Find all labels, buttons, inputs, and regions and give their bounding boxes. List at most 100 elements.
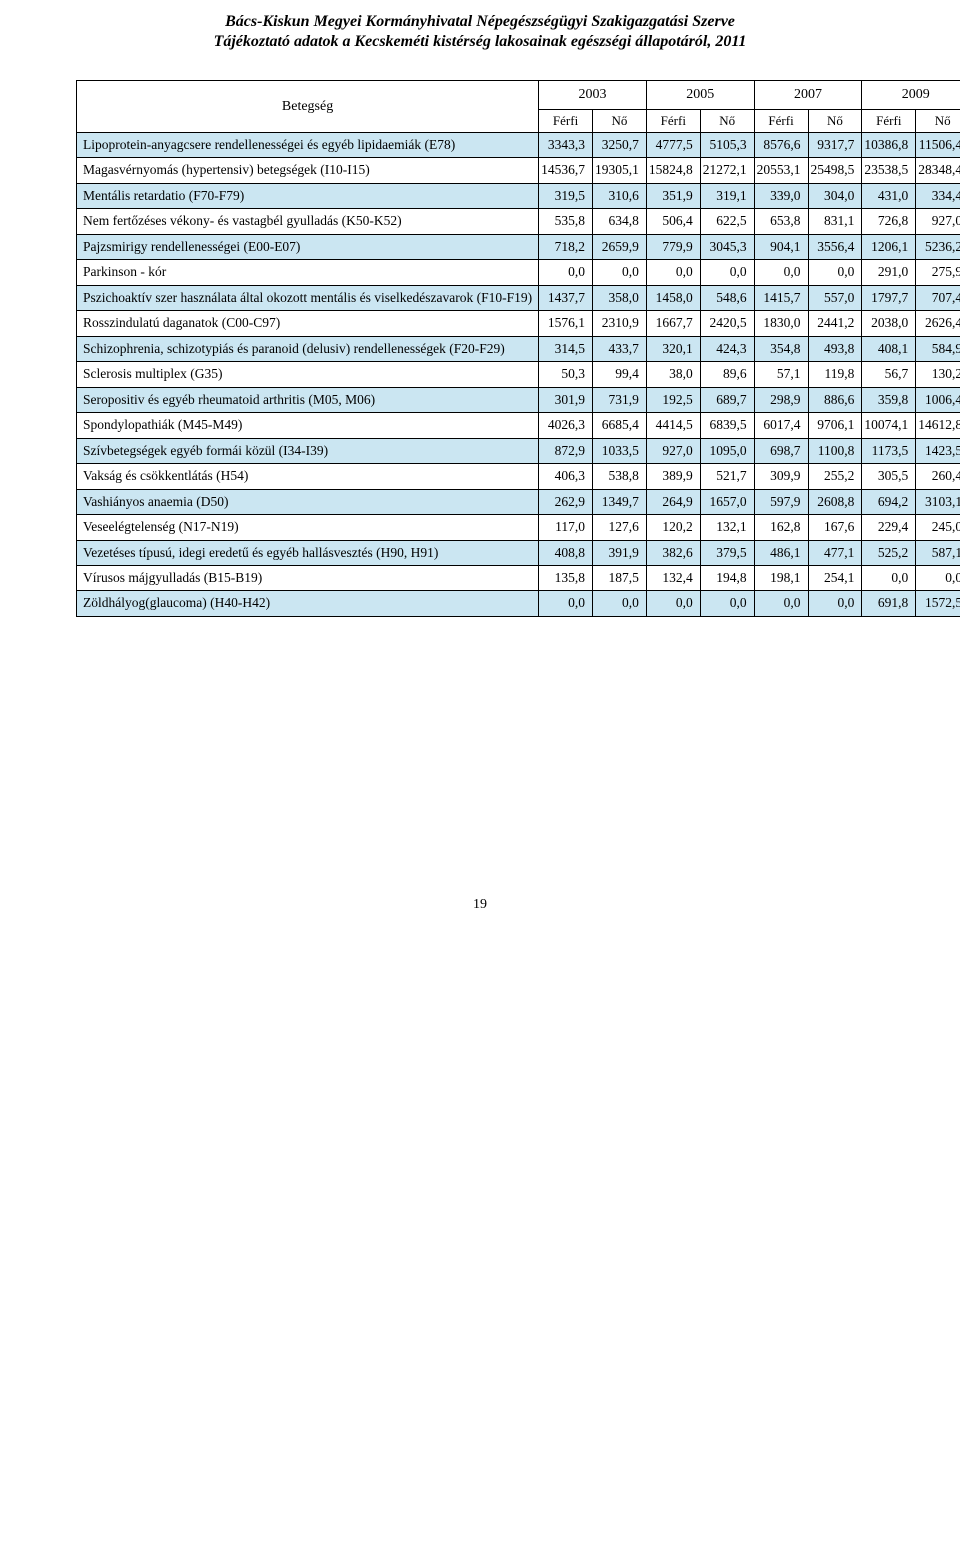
cell-value: 424,3 [700,336,754,361]
cell-value: 538,8 [593,464,647,489]
col-year: 2007 [754,81,862,110]
cell-value: 5236,2 [916,234,960,259]
cell-value: 389,9 [646,464,700,489]
cell-value: 309,9 [754,464,808,489]
cell-value: 634,8 [593,209,647,234]
table-row: Pszichoaktív szer használata által okozo… [77,285,960,310]
col-sub: Nő [808,110,862,133]
table-head-row-years: Betegség 2003 2005 2007 2009 2011 [77,81,960,110]
cell-value: 3103,1 [916,489,960,514]
row-header-label: Betegség [77,81,539,133]
row-label: Szívbetegségek egyéb formái közül (I34-I… [77,438,539,463]
cell-value: 431,0 [862,183,916,208]
cell-value: 14536,7 [539,158,593,183]
row-label: Spondylopathiák (M45-M49) [77,413,539,438]
cell-value: 3556,4 [808,234,862,259]
col-sub: Férfi [754,110,808,133]
cell-value: 310,6 [593,183,647,208]
cell-value: 11506,4 [916,133,960,158]
cell-value: 1830,0 [754,311,808,336]
cell-value: 1206,1 [862,234,916,259]
cell-value: 9317,7 [808,133,862,158]
cell-value: 50,3 [539,362,593,387]
cell-value: 779,9 [646,234,700,259]
page-header: Bács-Kiskun Megyei Kormányhivatal Népegé… [76,12,884,52]
cell-value: 14612,8 [916,413,960,438]
cell-value: 731,9 [593,387,647,412]
cell-value: 0,0 [646,591,700,616]
cell-value: 351,9 [646,183,700,208]
row-label: Vezetéses típusú, idegi eredetű és egyéb… [77,540,539,565]
col-year: 2003 [539,81,647,110]
cell-value: 319,5 [539,183,593,208]
cell-value: 872,9 [539,438,593,463]
cell-value: 1576,1 [539,311,593,336]
cell-value: 597,9 [754,489,808,514]
col-sub: Férfi [862,110,916,133]
row-label: Pajzsmirigy rendellenességei (E00-E07) [77,234,539,259]
cell-value: 15824,8 [646,158,700,183]
col-sub: Férfi [646,110,700,133]
cell-value: 0,0 [862,565,916,590]
cell-value: 1173,5 [862,438,916,463]
cell-value: 3045,3 [700,234,754,259]
cell-value: 0,0 [539,591,593,616]
cell-value: 6017,4 [754,413,808,438]
table-row: Parkinson - kór0,00,00,00,00,00,0291,027… [77,260,960,285]
cell-value: 525,2 [862,540,916,565]
table-row: Veseelégtelenség (N17-N19)117,0127,6120,… [77,515,960,540]
cell-value: 19305,1 [593,158,647,183]
table-row: Mentális retardatio (F70-F79)319,5310,63… [77,183,960,208]
cell-value: 245,0 [916,515,960,540]
cell-value: 5105,3 [700,133,754,158]
col-year: 2005 [646,81,754,110]
cell-value: 8576,6 [754,133,808,158]
cell-value: 3343,3 [539,133,593,158]
cell-value: 557,0 [808,285,862,310]
table-row: Nem fertőzéses vékony- és vastagbél gyul… [77,209,960,234]
table-row: Vezetéses típusú, idegi eredetű és egyéb… [77,540,960,565]
cell-value: 0,0 [539,260,593,285]
cell-value: 119,8 [808,362,862,387]
cell-value: 162,8 [754,515,808,540]
row-label: Vashiányos anaemia (D50) [77,489,539,514]
header-line-2: Tájékoztató adatok a Kecskeméti kistérsé… [214,33,747,50]
cell-value: 1797,7 [862,285,916,310]
table-row: Vakság és csökkentlátás (H54)406,3538,83… [77,464,960,489]
cell-value: 187,5 [593,565,647,590]
cell-value: 10074,1 [862,413,916,438]
cell-value: 0,0 [808,591,862,616]
table-row: Pajzsmirigy rendellenességei (E00-E07)71… [77,234,960,259]
cell-value: 132,4 [646,565,700,590]
cell-value: 0,0 [916,565,960,590]
cell-value: 264,9 [646,489,700,514]
cell-value: 304,0 [808,183,862,208]
row-label: Zöldhályog(glaucoma) (H40-H42) [77,591,539,616]
cell-value: 89,6 [700,362,754,387]
cell-value: 254,1 [808,565,862,590]
cell-value: 406,3 [539,464,593,489]
cell-value: 132,1 [700,515,754,540]
cell-value: 1423,5 [916,438,960,463]
cell-value: 21272,1 [700,158,754,183]
cell-value: 194,8 [700,565,754,590]
table-row: Lipoprotein-anyagcsere rendellenességei … [77,133,960,158]
cell-value: 275,9 [916,260,960,285]
col-sub: Nő [916,110,960,133]
col-sub: Nő [700,110,754,133]
cell-value: 6685,4 [593,413,647,438]
cell-value: 28348,4 [916,158,960,183]
cell-value: 339,0 [754,183,808,208]
cell-value: 262,9 [539,489,593,514]
cell-value: 2626,4 [916,311,960,336]
cell-value: 689,7 [700,387,754,412]
table-row: Schizophrenia, schizotypiás és paranoid … [77,336,960,361]
cell-value: 4777,5 [646,133,700,158]
row-label: Vírusos májgyulladás (B15-B19) [77,565,539,590]
cell-value: 694,2 [862,489,916,514]
cell-value: 408,1 [862,336,916,361]
cell-value: 1657,0 [700,489,754,514]
cell-value: 521,7 [700,464,754,489]
row-label: Rosszindulatú daganatok (C00-C97) [77,311,539,336]
cell-value: 38,0 [646,362,700,387]
